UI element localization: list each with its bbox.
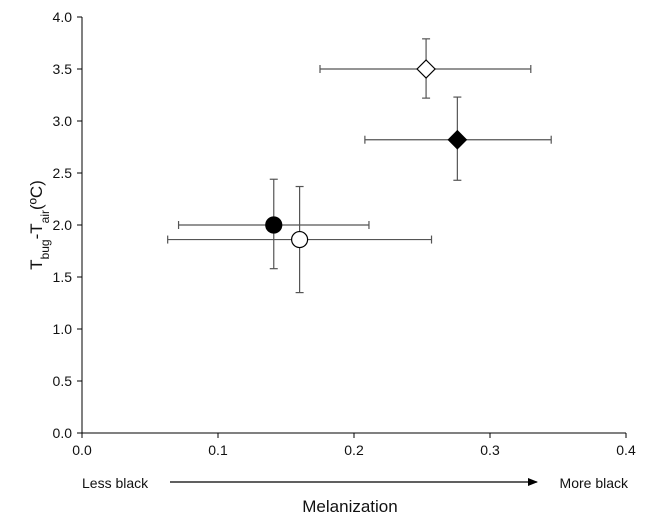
y-tick-label: 3.0 <box>53 113 73 129</box>
y-axis-ticks: 0.0 0.5 1.0 1.5 2.0 2.5 3.0 3.5 4.0 <box>53 9 82 441</box>
y-tick-label: 1.5 <box>53 269 73 285</box>
y-axis-title-unit: (ºC) <box>27 180 46 210</box>
x-tick-label: 0.2 <box>344 442 364 458</box>
less-black-label: Less black <box>82 475 149 491</box>
x-tick-label: 0.1 <box>208 442 228 458</box>
y-axis-title-t: T <box>27 259 46 269</box>
y-tick-label: 1.0 <box>53 321 73 337</box>
x-axis-ticks: 0.0 0.1 0.2 0.3 0.4 <box>72 433 636 458</box>
y-tick-label: 2.5 <box>53 165 73 181</box>
y-tick-label: 2.0 <box>53 217 73 233</box>
x-axis-title: Melanization <box>302 497 397 516</box>
y-axis-title-sub-air: air <box>38 210 52 223</box>
y-tick-label: 3.5 <box>53 61 73 77</box>
x-tick-label: 0.4 <box>616 442 636 458</box>
y-axis-title-separator: -T <box>27 223 46 239</box>
data-point-diamond <box>447 129 468 150</box>
data-point-circle <box>291 230 309 249</box>
data-points <box>265 59 468 249</box>
y-axis-title: Tbug-Tair(ºC) <box>27 180 52 270</box>
more-black-label: More black <box>560 475 629 491</box>
y-tick-label: 4.0 <box>53 9 73 25</box>
data-point-circle <box>265 216 283 234</box>
x-tick-label: 0.3 <box>480 442 500 458</box>
y-tick-label: 0.5 <box>53 373 73 389</box>
error-bars <box>167 38 552 294</box>
data-point-diamond <box>416 59 436 79</box>
y-axis-title-sub-bug: bug <box>38 239 52 259</box>
x-tick-label: 0.0 <box>72 442 92 458</box>
y-tick-label: 0.0 <box>53 425 73 441</box>
